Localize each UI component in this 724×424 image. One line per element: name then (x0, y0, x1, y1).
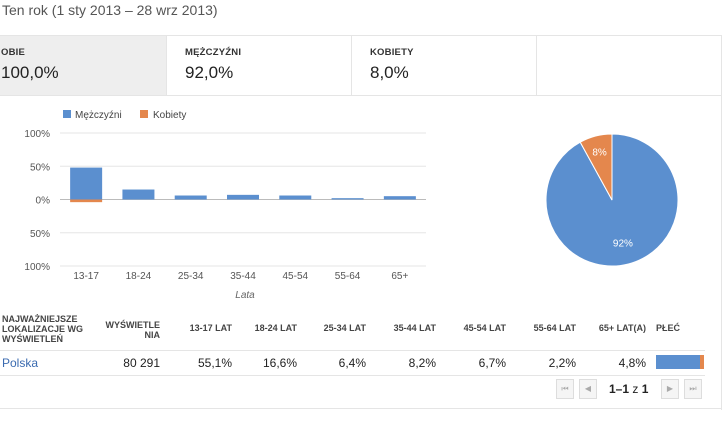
header-age-45-54[interactable]: 45-54 LAT (463, 323, 506, 333)
row-age-35-44: 8,2% (408, 356, 436, 370)
header-views[interactable]: WYŚWIETLE NIA (98, 320, 161, 340)
panel-right-border (721, 35, 722, 410)
first-page-button[interactable]: ⏮ (556, 379, 574, 399)
tab-men-label: MĘŻCZYŹNI (185, 47, 242, 58)
row-age-18-24: 16,6% (262, 356, 297, 370)
last-page-icon: ⏭ (689, 384, 697, 393)
y-tick-label: 50% (30, 162, 50, 173)
row-age-13-17: 55,1% (197, 356, 232, 370)
chart-legend: Mężczyźni Kobiety (63, 110, 186, 121)
header-age-25-34[interactable]: 25-34 LAT (323, 323, 366, 333)
pager-total: 1 (641, 382, 649, 396)
header-age-13-17[interactable]: 13-17 LAT (189, 323, 232, 333)
x-tick-label: 25-34 (178, 271, 204, 282)
pie-label: 8% (592, 148, 607, 159)
row-views: 80 291 (123, 356, 160, 370)
x-tick-label: 65+ (391, 271, 408, 282)
legend-women-label: Kobiety (153, 110, 186, 121)
header-age-18-24[interactable]: 18-24 LAT (254, 323, 297, 333)
next-page-button[interactable]: ▶ (661, 379, 679, 399)
table-row: Polska 80 291 55,1% 16,6% 6,4% 8,2% 6,7%… (0, 350, 705, 376)
bar-men-45-54 (279, 195, 312, 200)
pager-of: z (632, 382, 639, 396)
y-tick-label: 0% (36, 196, 51, 207)
x-tick-label: 13-17 (73, 271, 99, 282)
x-axis-title: Lata (235, 290, 255, 301)
age-bar-chart: Mężczyźni Kobiety 100% 50% 0% 50% 100% 13-17… (24, 110, 426, 301)
tab-women-label: KOBIETY (370, 47, 414, 58)
first-page-icon: ⏮ (561, 384, 569, 393)
header-locations[interactable]: NAJWAŻNIEJSZE LOKALIZACJE WG WYŚWIETLEŃ (2, 314, 96, 344)
row-age-55-64: 2,2% (548, 356, 576, 370)
tab-both-value: 100,0% (1, 63, 59, 82)
header-locations-line1: NAJWAŻNIEJSZE (2, 314, 78, 324)
pie-label: 92% (613, 239, 633, 250)
bar-men-25-34 (174, 195, 207, 200)
panel-bottom-border (0, 408, 722, 409)
bar-men-35-44 (227, 194, 259, 200)
tab-women-value: 8,0% (370, 63, 409, 82)
bar-men-18-24 (122, 189, 155, 200)
next-page-icon: ▶ (666, 384, 674, 393)
bar-men-13-17 (70, 167, 103, 200)
legend-men-swatch (63, 110, 71, 118)
header-locations-line2: LOKALIZACJE WG (2, 324, 83, 334)
date-range-title: Ten rok (1 sty 2013 – 28 wrz 2013) (2, 2, 218, 18)
row-age-65-plus: 4,8% (618, 356, 646, 370)
header-age-55-64[interactable]: 55-64 LAT (533, 323, 576, 333)
bar-women-13-17 (70, 199, 103, 203)
header-views-line2: NIA (144, 330, 161, 340)
gender-ratio-bar (656, 355, 704, 369)
tab-men[interactable]: MĘŻCZYŹNI 92,0% (167, 36, 352, 95)
bar-men-55-64 (331, 198, 364, 200)
y-tick-label: 50% (30, 229, 50, 240)
gender-ratio-bar-women (700, 355, 704, 369)
header-age-35-44[interactable]: 35-44 LAT (393, 323, 436, 333)
tab-empty-slot (537, 36, 722, 95)
pie-slice-Kobiety (579, 133, 613, 201)
prev-page-button[interactable]: ◀ (579, 379, 597, 399)
tab-both-label: OBIE (1, 47, 26, 58)
row-country-link[interactable]: Polska (2, 356, 39, 370)
x-tick-label: 45-54 (282, 271, 308, 282)
y-tick-label: 100% (24, 129, 50, 140)
header-views-line1: WYŚWIETLE (105, 320, 161, 330)
prev-page-icon: ◀ (584, 384, 592, 393)
x-tick-label: 18-24 (126, 271, 152, 282)
y-tick-label: 100% (24, 262, 50, 273)
legend-women-swatch (140, 110, 148, 118)
header-gender[interactable]: PŁEĆ (656, 323, 681, 333)
gender-pie-chart: 92% 8% (545, 133, 679, 267)
header-age-65-plus[interactable]: 65+ LAT(A) (598, 323, 646, 333)
tab-men-value: 92,0% (185, 63, 234, 82)
row-age-45-54: 6,7% (478, 356, 506, 370)
pager-range: 1–1 (609, 382, 630, 396)
x-tick-label: 35-44 (230, 271, 256, 282)
legend-men-label: Mężczyźni (75, 110, 122, 121)
header-locations-line3: WYŚWIETLEŃ (2, 334, 63, 344)
row-age-25-34: 6,4% (338, 356, 366, 370)
pager-status: 1–1 z 1 (609, 382, 648, 396)
last-page-button[interactable]: ⏭ (684, 379, 702, 399)
tab-women[interactable]: KOBIETY 8,0% (352, 36, 537, 95)
bar-men-65+ (383, 196, 416, 200)
tab-both[interactable]: OBIE 100,0% (0, 36, 167, 95)
x-tick-label: 55-64 (335, 271, 361, 282)
gender-tabs: OBIE 100,0% MĘŻCZYŹNI 92,0% KOBIETY 8,0% (0, 35, 722, 96)
